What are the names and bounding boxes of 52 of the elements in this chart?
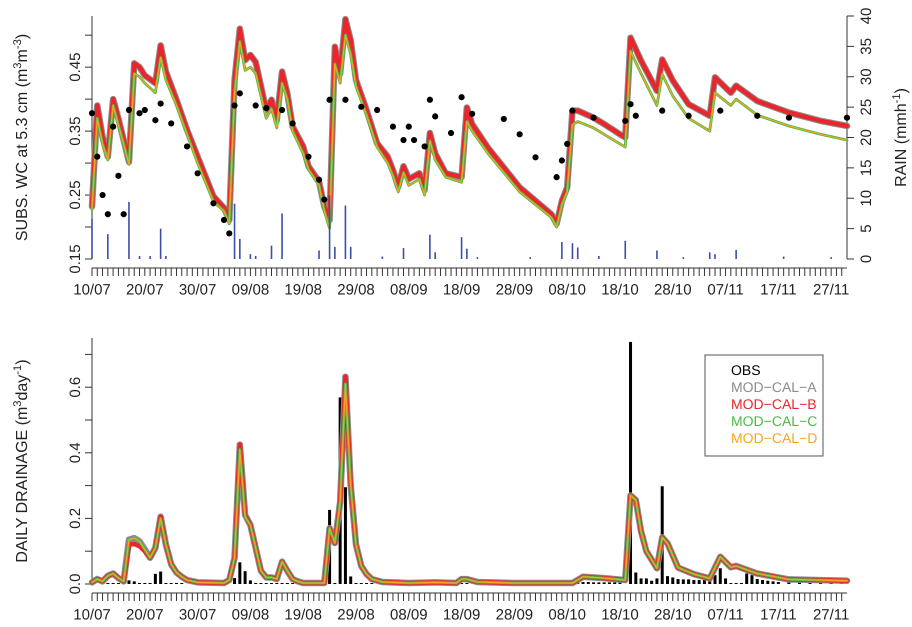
x-tick-label: 28/10: [654, 606, 692, 624]
x-tick-label: 20/07: [126, 282, 164, 299]
y2-tick-label: 25: [858, 98, 875, 116]
y2-tick-label: 35: [858, 38, 875, 55]
x-tick-label: 29/08: [337, 282, 375, 299]
x-tick-label: 08/10: [548, 606, 586, 624]
x-tick-label: 27/11: [812, 282, 850, 299]
y2-tick-label: 40: [858, 8, 875, 24]
y-tick-label: 0.4: [67, 442, 84, 464]
y-tick-label: 0.45: [67, 52, 84, 82]
x-tick-label: 30/07: [178, 282, 216, 299]
x-tick-label: 08/09: [390, 282, 428, 299]
x-tick-label: 28/09: [496, 282, 534, 299]
x-tick-label: 19/08: [284, 606, 322, 624]
x-tick-label: 19/08: [284, 282, 322, 299]
x-tick-label: 30/07: [178, 606, 216, 624]
y-tick-label: 0.6: [67, 376, 84, 398]
text: MOD−CAL−A: [731, 379, 818, 395]
x-tick-label: 27/11: [812, 606, 850, 624]
x-tick-label: 07/11: [707, 282, 744, 299]
y2-tick-label: 15: [858, 160, 875, 176]
y-tick-label: 0.2: [67, 508, 84, 529]
y-tick-label: 0.0: [67, 574, 84, 594]
x-tick-label: 28/10: [654, 282, 692, 299]
y2-tick-label: 30: [858, 68, 875, 86]
y2-tick-label: 0: [858, 254, 875, 264]
x-tick-label: 10/07: [73, 282, 111, 299]
x-tick-label: 17/11: [760, 282, 797, 299]
x-tick-label: 20/07: [126, 606, 164, 624]
y2-tick-label: 10: [858, 190, 875, 207]
text: MOD−CAL−C: [731, 413, 818, 429]
x-tick-label: 29/08: [337, 606, 375, 624]
x-tick-label: 17/11: [760, 606, 797, 624]
x-tick-label: 09/08: [232, 606, 270, 624]
x-tick-label: 18/09: [442, 606, 480, 624]
text: OBS: [731, 362, 761, 378]
text: MOD−CAL−D: [731, 430, 818, 446]
x-tick-label: 08/10: [548, 282, 586, 299]
x-tick-label: 28/09: [496, 606, 534, 624]
x-tick-label: 07/11: [707, 606, 744, 624]
y2-tick-label: 20: [858, 129, 875, 146]
x-tick-label: 18/09: [442, 282, 480, 299]
x-tick-label: 09/08: [232, 282, 270, 299]
y-tick-label: 0.35: [67, 116, 84, 146]
text: MOD−CAL−B: [731, 396, 817, 412]
y-tick-label: 0.15: [67, 244, 84, 274]
y-tick-label: 0.25: [67, 180, 84, 210]
y2-tick-label: 5: [858, 224, 875, 233]
x-tick-label: 08/09: [390, 606, 428, 624]
x-tick-label: 18/10: [601, 282, 639, 299]
x-tick-label: 18/10: [601, 606, 639, 624]
x-tick-label: 10/07: [73, 606, 111, 624]
